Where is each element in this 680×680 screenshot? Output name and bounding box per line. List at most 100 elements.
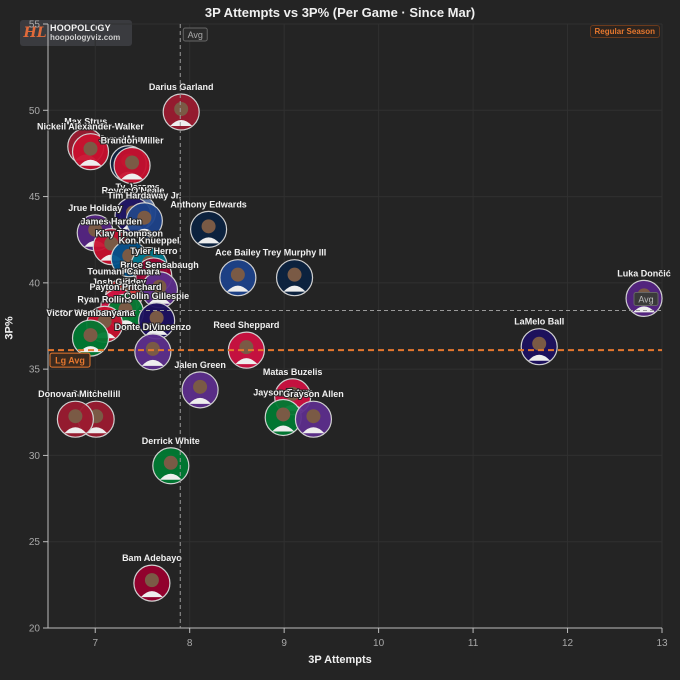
player-label: Toumani Camara xyxy=(87,267,160,277)
player-head-icon xyxy=(83,328,98,343)
player-jersey-icon xyxy=(145,328,168,335)
player-point xyxy=(152,447,190,485)
player-jersey-icon xyxy=(159,473,182,480)
player-head-icon xyxy=(276,407,291,422)
season-badge: Regular Season xyxy=(589,25,660,38)
player-label: Payton Pritchard xyxy=(89,282,161,292)
player-jersey-icon xyxy=(64,427,87,434)
player-label: Darius Garland xyxy=(149,82,214,92)
player-label: Jrue Holiday xyxy=(68,203,122,213)
player-point xyxy=(189,210,228,248)
player-point xyxy=(520,328,558,366)
brand-text: HOOPOLOGY hoopologyviz.com xyxy=(50,23,120,43)
x-tick-label: 12 xyxy=(562,638,574,649)
x-tick-label: 7 xyxy=(92,638,98,649)
player-jersey-icon xyxy=(302,427,325,434)
player-label: Anthony Edwards xyxy=(170,199,247,209)
avg-y-label: Avg xyxy=(638,294,653,304)
player-head-icon xyxy=(145,341,160,356)
player-head-icon xyxy=(163,455,178,470)
y-tick-label: 20 xyxy=(29,624,41,635)
player-label: Collin Gillespie xyxy=(124,291,189,301)
avg-x-label: Avg xyxy=(188,30,203,40)
player-label: Klay Thompson xyxy=(95,229,163,239)
player-head-icon xyxy=(174,102,189,117)
player-jersey-icon xyxy=(528,354,551,361)
player-head-icon xyxy=(152,279,167,294)
reference-lines: Avg Avg xyxy=(48,24,662,628)
player-label: Kon Knueppel xyxy=(119,236,180,246)
y-tick-label: 55 xyxy=(29,20,41,31)
player-label: Bam Adebayo xyxy=(122,553,182,563)
player-label: Jayson Tatum xyxy=(253,387,313,397)
brand-url: hoopologyviz.com xyxy=(50,33,121,42)
player-label: Sam Merrill xyxy=(72,389,121,399)
x-tick-label: 10 xyxy=(373,638,385,649)
player-jersey-icon xyxy=(79,159,102,166)
player-label: Brandon Miller xyxy=(101,136,165,146)
player-head-icon xyxy=(239,340,254,355)
player-point xyxy=(294,400,333,438)
player-label: Nickeil Alexander-Walker xyxy=(37,122,144,132)
player-label: Jalen Green xyxy=(174,360,226,370)
player-label: Jamal Murray xyxy=(99,134,157,144)
player-jersey-icon xyxy=(283,285,306,292)
player-label: Josh Giddey xyxy=(92,277,146,287)
player-point xyxy=(138,302,176,340)
player-head-icon xyxy=(137,210,152,225)
player-label: Ryan Rollins xyxy=(77,294,132,304)
y-tick-label: 45 xyxy=(29,192,41,203)
player-jersey-icon xyxy=(189,397,212,404)
player-point xyxy=(275,259,314,297)
x-tick-label: 8 xyxy=(187,638,193,649)
axes: 7 8 9 10 11 12 13 20 25 30 35 40 45 50 55 xyxy=(29,20,668,650)
player-point xyxy=(133,564,171,602)
player-head-icon xyxy=(83,141,98,156)
player-point xyxy=(71,319,110,357)
x-tick-label: 11 xyxy=(468,638,479,649)
player-label: Ace Bailey xyxy=(215,248,261,258)
player-head-icon xyxy=(201,219,216,234)
player-label: LaMelo Ball xyxy=(514,317,564,327)
player-jersey-icon xyxy=(141,359,164,366)
player-point xyxy=(134,333,172,371)
player-jersey-icon xyxy=(235,358,258,365)
brand-badge: HL HOOPOLOGY hoopologyviz.com xyxy=(20,20,132,46)
hoopology-logo-icon: HL xyxy=(23,25,47,41)
player-jersey-icon xyxy=(79,346,102,353)
y-tick-label: 40 xyxy=(29,278,41,289)
player-jersey-icon xyxy=(197,237,220,244)
player-point xyxy=(71,133,110,171)
data-points xyxy=(56,93,663,602)
player-head-icon xyxy=(287,267,302,282)
x-tick-label: 9 xyxy=(281,638,287,649)
player-label: Victor Wembanyama xyxy=(46,308,135,318)
player-jersey-icon xyxy=(226,285,249,292)
player-head-icon xyxy=(118,302,133,317)
y-tick-label: 50 xyxy=(29,106,41,117)
player-point xyxy=(125,202,163,240)
player-head-icon xyxy=(125,155,140,170)
player-label: Luka Dončić xyxy=(617,268,671,278)
player-label: Tyler Herro xyxy=(130,246,178,256)
player-label: Brice Sensabaugh xyxy=(120,260,199,270)
player-jersey-icon xyxy=(170,120,193,127)
player-head-icon xyxy=(285,386,300,401)
player-head-icon xyxy=(144,573,159,588)
player-label: Max Strus xyxy=(64,117,107,127)
player-jersey-icon xyxy=(272,425,295,432)
player-label: Reed Sheppard xyxy=(213,320,279,330)
player-label: Donte DiVincenzo xyxy=(115,322,192,332)
player-head-icon xyxy=(230,267,245,282)
x-tick-label: 13 xyxy=(656,638,668,649)
player-label: James Harden xyxy=(81,217,143,227)
player-head-icon xyxy=(149,310,164,325)
player-label: Ty Jerome xyxy=(116,182,160,192)
y-tick-label: 30 xyxy=(29,451,41,462)
player-label: Grayson Allen xyxy=(283,389,344,399)
avg-x-label-box xyxy=(182,27,208,42)
player-label: Royce O'Neale xyxy=(102,186,165,196)
brand-name: HOOPOLOGY xyxy=(50,23,111,33)
player-jersey-icon xyxy=(133,228,156,235)
